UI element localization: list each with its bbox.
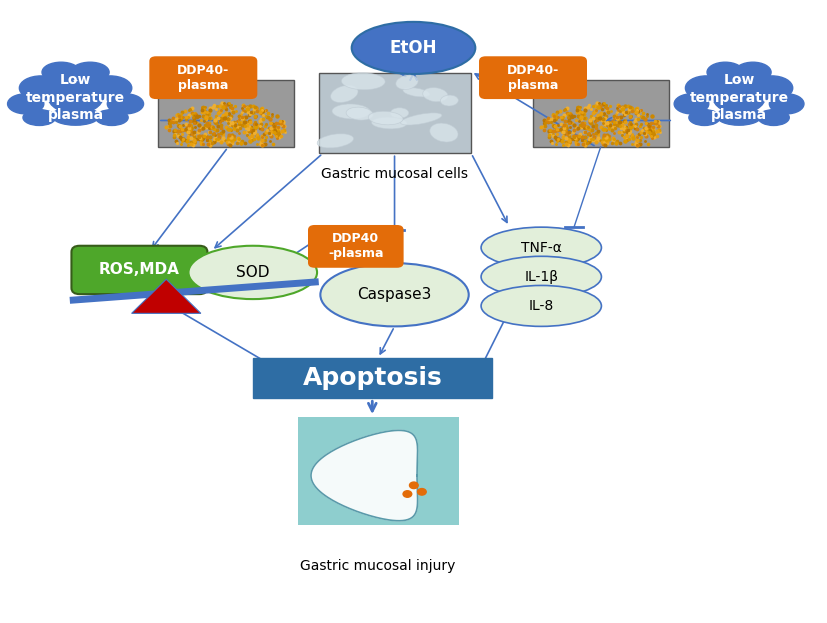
Text: DDP40
-plasma: DDP40 -plasma	[328, 232, 384, 260]
FancyBboxPatch shape	[71, 245, 208, 294]
Ellipse shape	[674, 94, 709, 114]
Ellipse shape	[320, 263, 469, 326]
Ellipse shape	[390, 108, 409, 118]
Ellipse shape	[48, 82, 103, 113]
Ellipse shape	[423, 88, 448, 102]
Ellipse shape	[716, 107, 762, 125]
Ellipse shape	[734, 62, 771, 82]
Ellipse shape	[430, 123, 458, 142]
Ellipse shape	[23, 110, 55, 125]
Ellipse shape	[403, 88, 430, 97]
FancyBboxPatch shape	[253, 358, 492, 398]
Ellipse shape	[71, 62, 109, 82]
Text: Gastric mucosal injury: Gastric mucosal injury	[300, 559, 456, 573]
Text: ROS,MDA: ROS,MDA	[99, 262, 180, 277]
FancyBboxPatch shape	[150, 56, 257, 99]
Ellipse shape	[368, 112, 403, 125]
Ellipse shape	[95, 110, 128, 125]
Polygon shape	[131, 279, 201, 313]
Ellipse shape	[481, 256, 601, 297]
Text: Gastric mucosal cells: Gastric mucosal cells	[322, 167, 468, 181]
Ellipse shape	[342, 73, 385, 90]
Ellipse shape	[751, 76, 793, 100]
Text: SOD: SOD	[236, 265, 270, 280]
Ellipse shape	[481, 285, 601, 326]
FancyBboxPatch shape	[318, 73, 471, 153]
Ellipse shape	[400, 113, 442, 125]
Ellipse shape	[88, 76, 131, 100]
Ellipse shape	[331, 85, 358, 103]
FancyBboxPatch shape	[479, 56, 587, 99]
Ellipse shape	[707, 62, 743, 82]
Ellipse shape	[19, 76, 63, 100]
Polygon shape	[311, 430, 418, 521]
Ellipse shape	[347, 107, 373, 120]
Ellipse shape	[318, 134, 354, 148]
Ellipse shape	[713, 82, 765, 113]
FancyBboxPatch shape	[533, 80, 669, 147]
Ellipse shape	[351, 22, 476, 74]
Ellipse shape	[189, 245, 317, 299]
Circle shape	[409, 482, 418, 488]
Text: DDP40-
plasma: DDP40- plasma	[177, 64, 229, 92]
Text: Low
temperature
plasma: Low temperature plasma	[26, 74, 125, 122]
Ellipse shape	[769, 94, 804, 114]
Ellipse shape	[52, 107, 99, 125]
Ellipse shape	[332, 104, 370, 119]
Circle shape	[418, 488, 426, 495]
Text: EtOH: EtOH	[390, 39, 437, 57]
FancyBboxPatch shape	[158, 80, 294, 147]
Ellipse shape	[758, 110, 789, 125]
Text: IL-8: IL-8	[528, 299, 554, 313]
Text: Low
temperature
plasma: Low temperature plasma	[690, 74, 789, 122]
Ellipse shape	[686, 76, 727, 100]
Ellipse shape	[371, 117, 407, 129]
Ellipse shape	[689, 110, 720, 125]
Circle shape	[403, 491, 412, 497]
Ellipse shape	[396, 75, 418, 90]
Ellipse shape	[441, 95, 458, 106]
FancyBboxPatch shape	[308, 225, 404, 268]
Ellipse shape	[481, 227, 601, 268]
Ellipse shape	[42, 62, 80, 82]
Text: Apoptosis: Apoptosis	[303, 366, 442, 390]
FancyBboxPatch shape	[298, 417, 459, 525]
Text: Caspase3: Caspase3	[357, 287, 432, 302]
Text: TNF-α: TNF-α	[521, 240, 562, 255]
Ellipse shape	[108, 94, 144, 114]
Text: IL-1β: IL-1β	[524, 270, 558, 283]
Ellipse shape	[7, 94, 44, 114]
Text: DDP40-
plasma: DDP40- plasma	[507, 64, 559, 92]
